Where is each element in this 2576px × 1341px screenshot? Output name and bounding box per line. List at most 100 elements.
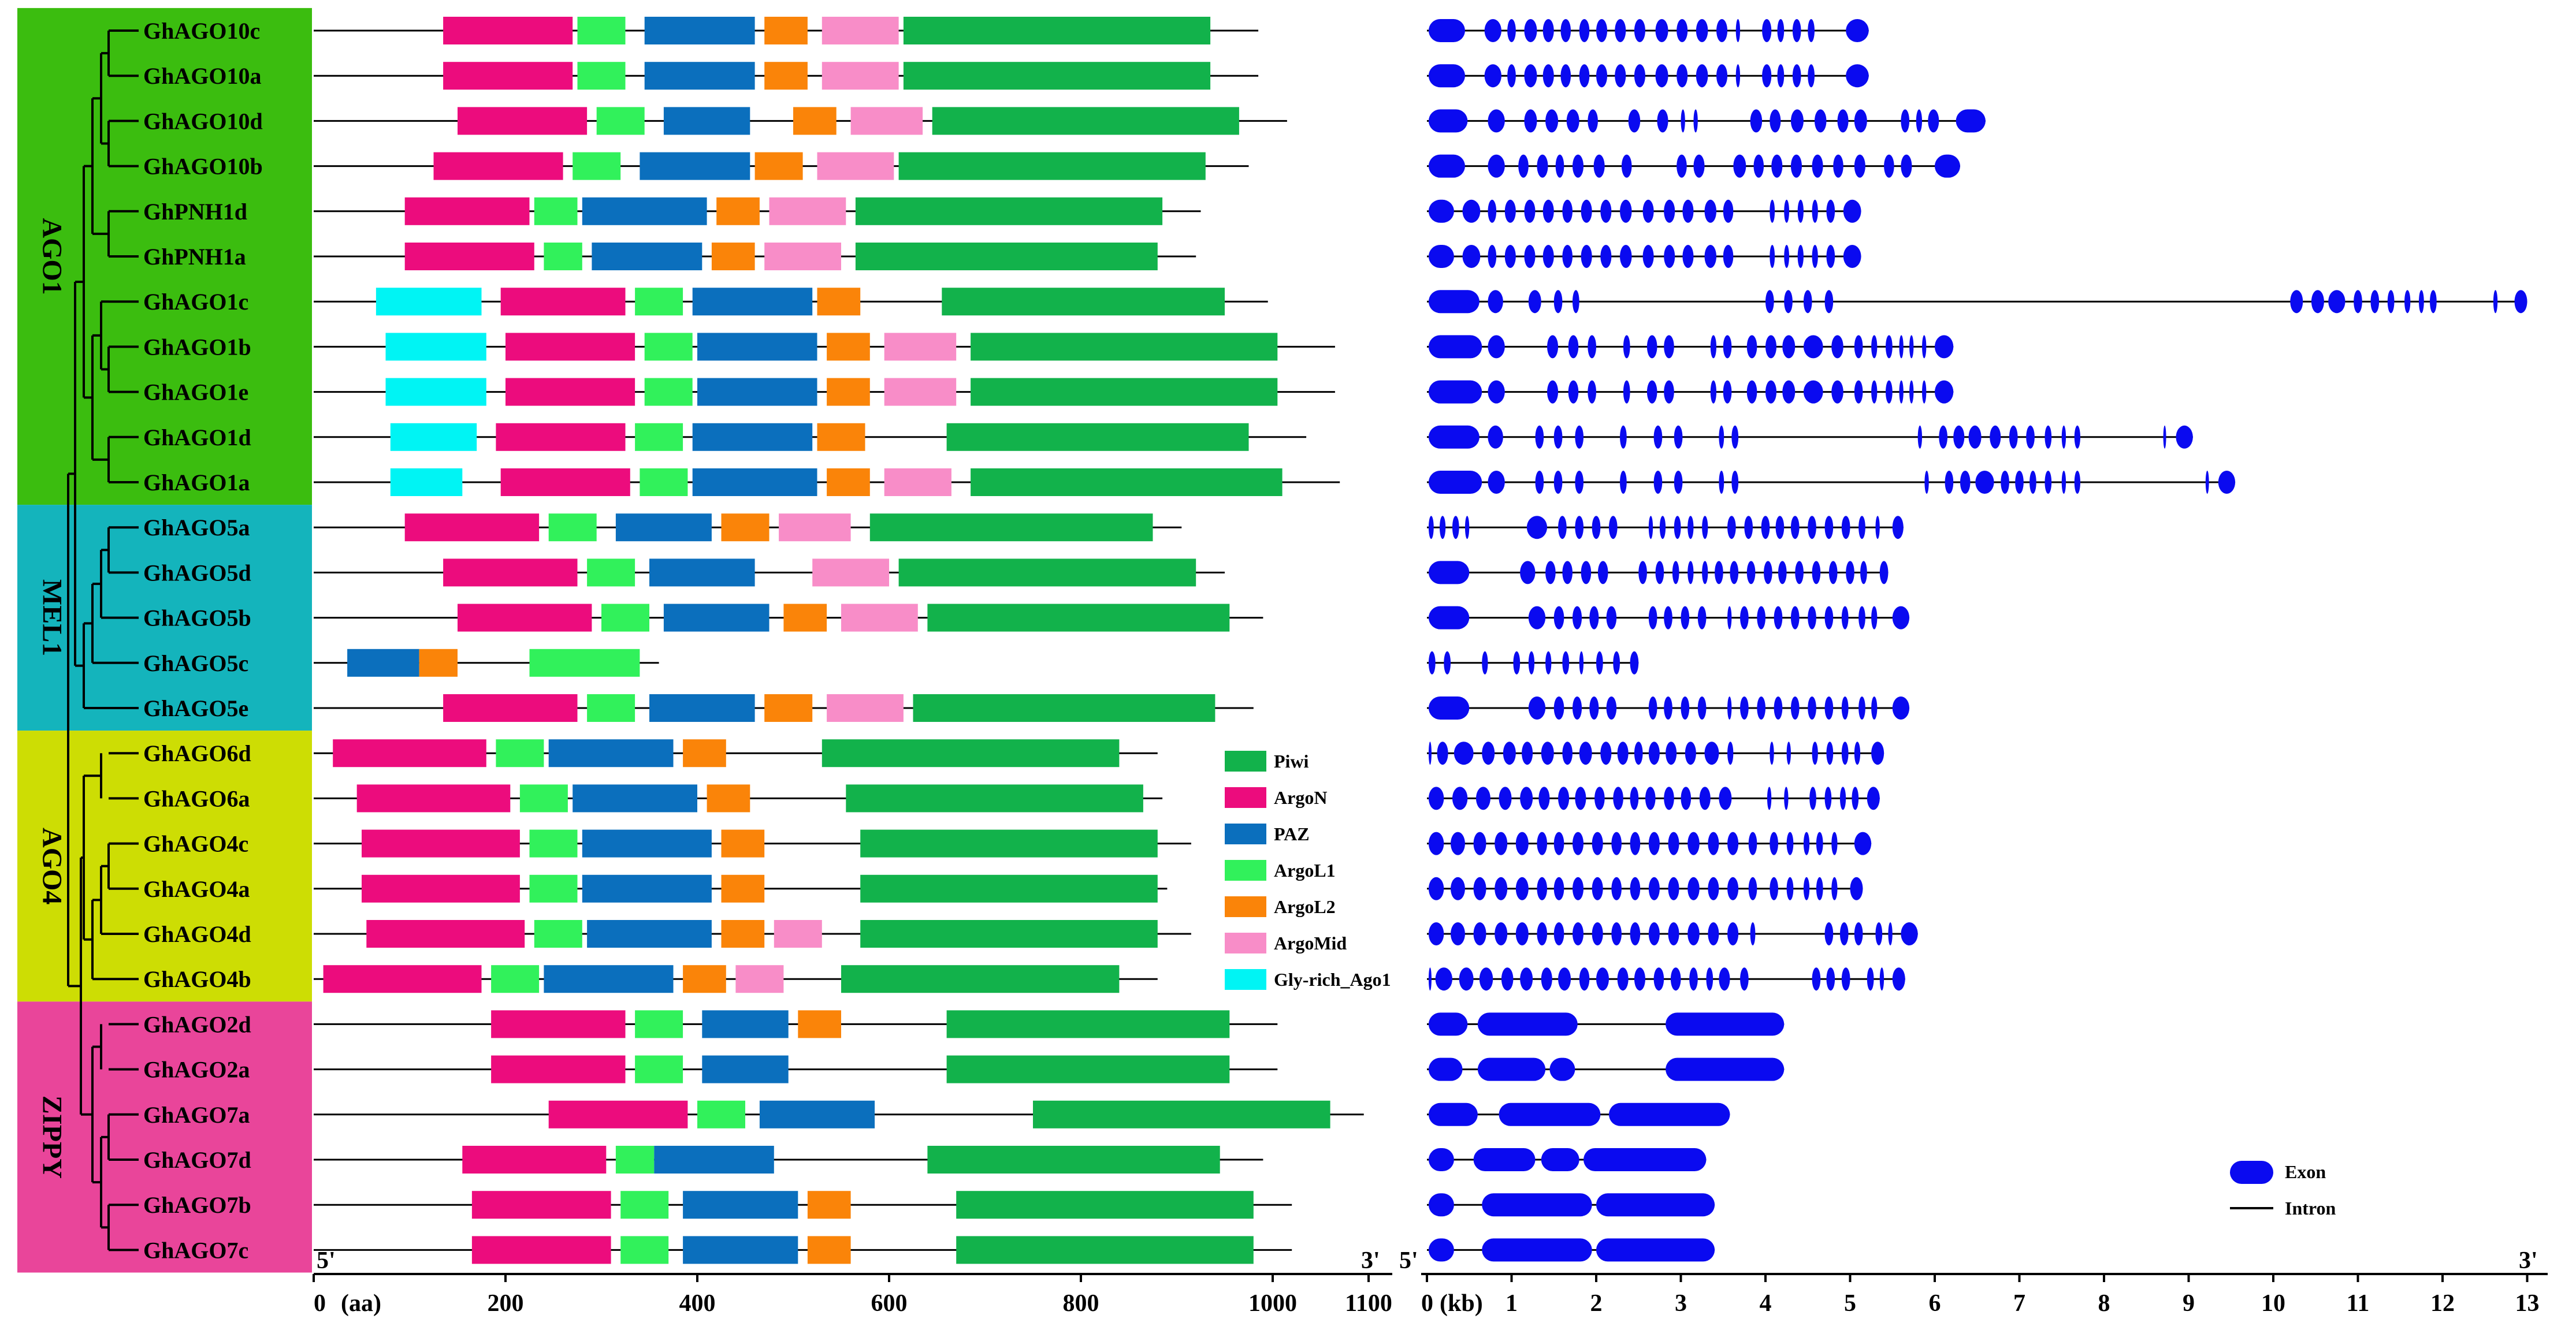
exon (1648, 742, 1660, 765)
domain-paz (644, 62, 755, 90)
exon (1733, 154, 1746, 178)
exon (1899, 380, 1904, 404)
exon (1831, 832, 1838, 855)
exon (2354, 290, 2362, 314)
domain-argon (462, 1146, 607, 1174)
gene-axis-ticks: 0 1 2 3 4 5 6 7 8 9 10 11 12 13 (1421, 1274, 2540, 1317)
exon (1562, 651, 1570, 675)
protein-row (314, 1055, 1278, 1083)
exon (1575, 425, 1584, 449)
gene-tick-label: 1 (1506, 1290, 1518, 1317)
exon (1777, 64, 1785, 88)
exon (1775, 516, 1785, 539)
exon (1547, 380, 1559, 404)
gene-structure-row (1427, 380, 1954, 404)
domain-argon (404, 513, 540, 542)
legend-swatch-gly (1225, 969, 1266, 990)
exon (1786, 877, 1794, 900)
exon (2001, 471, 2009, 494)
domain-argon (471, 1236, 611, 1264)
gene-label: GhAGO1c (143, 289, 248, 315)
exon (1682, 199, 1694, 223)
domain-paz (692, 288, 813, 316)
exon (1545, 651, 1552, 675)
phylogenetic-tree (67, 29, 139, 1251)
gene-label: GhAGO5c (143, 650, 248, 676)
exon (1572, 922, 1584, 945)
exon (1808, 516, 1816, 539)
exon (1653, 425, 1663, 449)
domain-argol2 (807, 1236, 851, 1264)
exon (1854, 922, 1863, 945)
exon (1535, 471, 1544, 494)
gene-tick-label: 10 (2261, 1290, 2285, 1317)
domain-argomid (779, 513, 851, 542)
gene-label: GhAGO2a (143, 1057, 250, 1083)
exon (1617, 967, 1629, 991)
exon (1790, 109, 1804, 133)
domain-paz (582, 874, 712, 903)
exon (1715, 561, 1723, 584)
exon (1922, 335, 1927, 359)
exon (1901, 922, 1918, 945)
gene-structure-row (1427, 1148, 1707, 1171)
exon (1583, 1148, 1707, 1171)
exon (1558, 967, 1571, 991)
domain-argol2 (817, 288, 861, 316)
domain-piwi (946, 1055, 1230, 1083)
exon (1854, 742, 1861, 765)
exon (1562, 245, 1573, 268)
domain-paz (649, 558, 755, 587)
domain-gly (376, 288, 482, 316)
exon (1646, 380, 1657, 404)
domain-argon (471, 1191, 611, 1219)
gene-structure-row (1427, 64, 1869, 88)
domain-argol1 (635, 1010, 683, 1038)
exon (1488, 199, 1497, 223)
exon (1731, 471, 1739, 494)
exon (1917, 425, 1923, 449)
exon (1568, 335, 1579, 359)
exon (1886, 335, 1893, 359)
exon (1922, 380, 1927, 404)
domain-argol2 (721, 920, 765, 948)
exon (1572, 290, 1579, 314)
domain-argomid (884, 333, 957, 361)
domain-paz (692, 423, 813, 451)
legend-swatch-argol2 (1225, 896, 1266, 917)
exon (1435, 967, 1452, 991)
exon (1648, 696, 1657, 720)
exon (1503, 742, 1516, 765)
domain-piwi (860, 829, 1158, 858)
exon (1854, 335, 1863, 359)
exon (1812, 154, 1823, 178)
exon (1488, 154, 1505, 178)
exon (1790, 154, 1802, 178)
exon (1858, 606, 1865, 629)
exon (1482, 742, 1495, 765)
gene-label: GhAGO7c (143, 1237, 248, 1263)
legend-label-argon: ArgoN (1274, 787, 1327, 808)
exon (1572, 832, 1584, 855)
protein-row (314, 920, 1191, 948)
exon (2370, 290, 2380, 314)
domain-argol1 (620, 1236, 669, 1264)
gene-structure-row (1427, 109, 1986, 133)
exon (1592, 922, 1603, 945)
exon (1522, 742, 1533, 765)
exon (1473, 832, 1486, 855)
exon (1854, 109, 1867, 133)
domain-argol1 (697, 1100, 745, 1128)
exon (1588, 380, 1596, 404)
domain-piwi (913, 694, 1215, 722)
exon (1727, 516, 1736, 539)
exon (1777, 19, 1785, 42)
exon (1871, 380, 1878, 404)
exon (1541, 967, 1552, 991)
exon (1562, 742, 1573, 765)
exon (1867, 967, 1874, 991)
exon (1581, 245, 1592, 268)
legend-label-argomid: ArgoMid (1274, 933, 1347, 953)
exon (2514, 290, 2527, 314)
exon (1740, 967, 1749, 991)
